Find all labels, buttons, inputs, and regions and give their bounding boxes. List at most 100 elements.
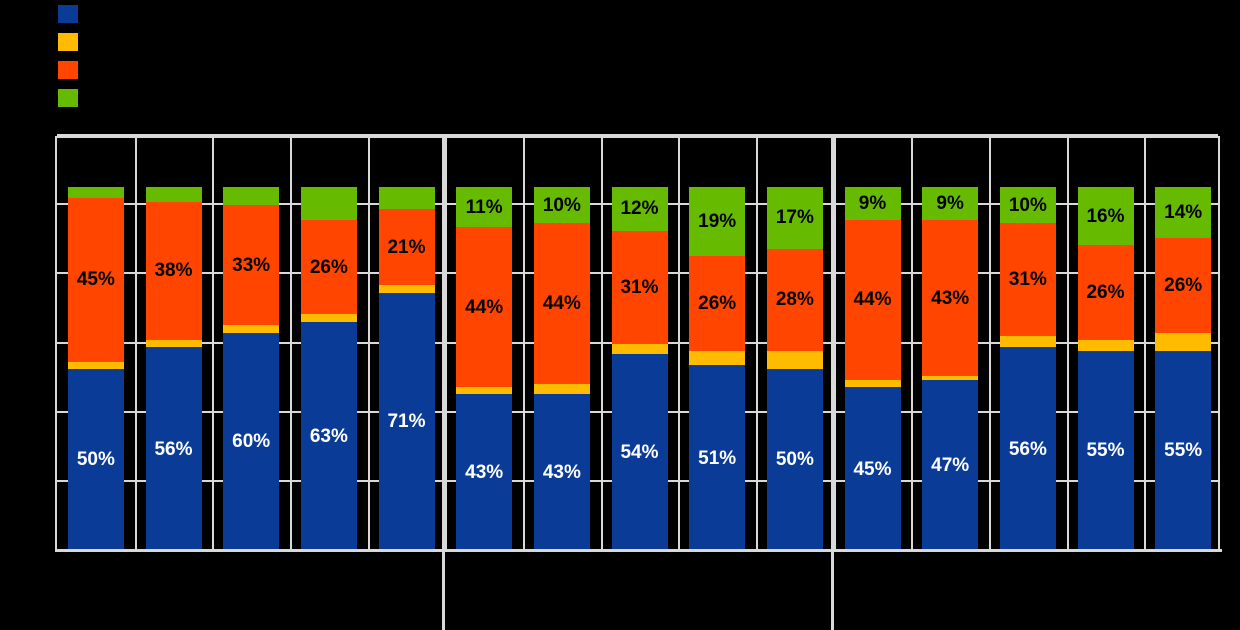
bar-segment: 12%: [611, 187, 668, 231]
bar-stack[interactable]: 50% 45%: [67, 187, 124, 551]
bar-segment: 21%: [378, 208, 435, 286]
bar-value-label: 31%: [1008, 269, 1047, 291]
bar-value-label: 44%: [542, 292, 581, 314]
bar-value-label: 63%: [309, 425, 348, 447]
bar-stack[interactable]: 71% 21%: [378, 187, 435, 551]
vertical-gridline: [523, 138, 525, 551]
bar-stack[interactable]: 54% 31% 12%: [611, 187, 668, 551]
bar-segment: [611, 343, 668, 355]
bar-segment: 50%: [766, 368, 823, 551]
x-axis-category-label: 5: [401, 612, 408, 626]
bar-value-label: 56%: [154, 438, 193, 460]
vertical-gridline: [833, 138, 836, 551]
legend-swatch-icon: [58, 33, 78, 51]
bar-segment: [533, 383, 590, 395]
bar-value-label: 43%: [465, 462, 504, 484]
bar-value-label: 14%: [1164, 201, 1203, 223]
bar-segment: 55%: [1077, 350, 1134, 551]
bar-value-label: 44%: [465, 296, 504, 318]
bar-stack[interactable]: 43% 44% 11%: [456, 187, 513, 551]
bar-value-label: 9%: [858, 192, 887, 214]
bar-value-label: 21%: [387, 236, 426, 258]
vertical-gridline: [600, 138, 603, 551]
x-axis-category-label: 10: [786, 612, 800, 626]
bar-segment: [223, 325, 280, 333]
bar-value-label: 28%: [775, 289, 814, 311]
legend-item-0[interactable]: [58, 5, 88, 23]
bar-stack[interactable]: 55% 26% 14%: [1155, 187, 1212, 551]
bar-segment: [145, 339, 202, 348]
bar-value-label: 45%: [76, 269, 115, 291]
chart-legend: [58, 5, 478, 110]
bar-value-label: 38%: [154, 260, 193, 282]
bar-value-label: 54%: [620, 442, 659, 464]
x-axis-category-label: 7: [556, 612, 564, 626]
bar-segment: 44%: [844, 219, 901, 380]
bar-value-label: 55%: [1086, 440, 1125, 462]
vertical-gridline: [756, 138, 758, 551]
group-separator: [442, 136, 446, 630]
vertical-gridline: [134, 138, 137, 551]
bar-segment: [378, 285, 435, 293]
bar-segment: [67, 187, 124, 198]
bar-segment: [300, 187, 357, 220]
bar-stack[interactable]: 50% 28% 17%: [766, 187, 823, 551]
legend-item-2[interactable]: [58, 61, 88, 79]
bar-segment: 43%: [456, 394, 513, 551]
x-axis-category-label: 14: [1096, 612, 1111, 626]
bar-segment: 56%: [999, 347, 1056, 551]
category-label-zone: 1 2 3 4 5 6 7 8 9 10 11 12 13 14 15: [55, 552, 1222, 630]
bar-value-label: 17%: [775, 207, 814, 229]
bar-segment: [223, 187, 280, 206]
bar-stack[interactable]: 56% 31% 10%: [999, 187, 1056, 551]
bar-segment: [300, 314, 357, 322]
bar-value-label: 31%: [620, 276, 659, 298]
bar-value-label: 45%: [853, 458, 892, 480]
bar-stack[interactable]: 51% 26% 19%: [689, 187, 746, 551]
bar-value-label: 43%: [542, 462, 581, 484]
bar-segment: 19%: [689, 187, 746, 257]
bar-segment: [844, 379, 901, 388]
bar-stack[interactable]: 56% 38%: [145, 187, 202, 551]
x-axis-category-label: 9: [711, 612, 719, 626]
bar-segment: 45%: [844, 387, 901, 551]
bar-segment: 38%: [145, 201, 202, 340]
x-axis-category-label: 1: [90, 612, 98, 626]
vertical-gridline: [1066, 138, 1069, 551]
x-axis-category-label: 6: [478, 612, 486, 626]
bar-segment: 31%: [999, 223, 1056, 337]
bar-segment: 44%: [456, 227, 513, 388]
bar-value-label: 51%: [698, 447, 737, 469]
legend-item-1[interactable]: [58, 33, 88, 51]
bar-segment: [689, 350, 746, 366]
legend-swatch-icon: [58, 89, 78, 107]
bar-stack[interactable]: 43% 44% 10%: [533, 187, 590, 551]
bar-value-label: 50%: [775, 449, 814, 471]
vertical-gridline: [212, 138, 215, 551]
bar-segment: 14%: [1155, 187, 1212, 238]
bar-value-label: 43%: [931, 287, 970, 309]
bar-stack[interactable]: 55% 26% 16%: [1077, 187, 1134, 551]
bar-segment: 26%: [1077, 245, 1134, 340]
bar-segment: [999, 336, 1056, 348]
x-axis-baseline: [55, 549, 1222, 552]
bar-stack[interactable]: 47% 43% 9%: [922, 187, 979, 551]
vertical-gridline: [445, 138, 448, 551]
bar-value-label: 26%: [309, 256, 348, 278]
bar-stack[interactable]: 45% 44% 9%: [844, 187, 901, 551]
x-axis-category-label: 13: [1019, 612, 1033, 626]
legend-item-3[interactable]: [58, 89, 88, 107]
x-axis-category-label: 15: [1174, 612, 1188, 626]
bar-segment: 31%: [611, 230, 668, 344]
bar-stack[interactable]: 63% 26%: [300, 187, 357, 551]
vertical-gridline: [367, 138, 370, 551]
bar-segment: 9%: [844, 187, 901, 220]
bar-segment: 9%: [922, 187, 979, 220]
bar-stack[interactable]: 60% 33%: [223, 187, 280, 551]
group-separator: [830, 136, 834, 630]
bar-segment: 55%: [1155, 350, 1212, 551]
bar-value-label: 50%: [76, 449, 115, 471]
legend-swatch-icon: [58, 61, 78, 79]
legend-swatch-icon: [58, 5, 78, 23]
